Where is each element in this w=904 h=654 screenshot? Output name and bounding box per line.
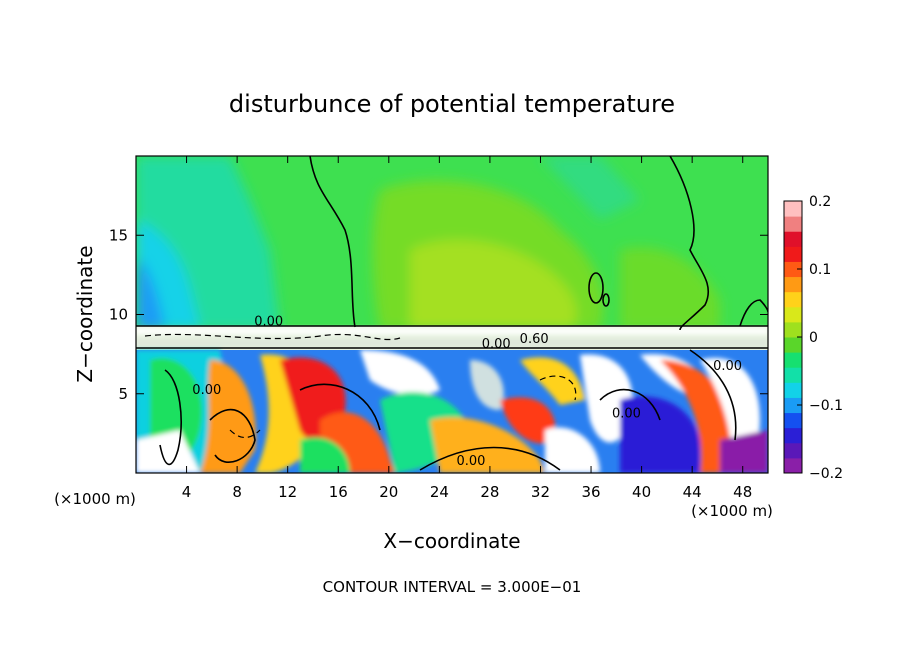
- y-tick-label: 15: [109, 226, 128, 244]
- x-tick-label: 48: [733, 483, 752, 501]
- colorbar-swatch: [784, 352, 802, 368]
- colorbar-tick-label: 0.2: [809, 194, 831, 210]
- contour-interval-note: CONTOUR INTERVAL = 3.000E−01: [323, 578, 582, 596]
- x-axis: 4 8 12 16 20 24 28 32 36 40 44 48: [182, 156, 752, 501]
- colorbar-tick-label: −0.1: [809, 398, 843, 414]
- x-tick-label: 36: [581, 483, 600, 501]
- x-axis-label: X−coordinate: [383, 529, 520, 553]
- x-unit-label-right: (×1000 m): [691, 502, 773, 520]
- contour-label: 0.00: [612, 407, 641, 422]
- contour-label: 0.00: [482, 337, 511, 352]
- contour-lines: [136, 156, 768, 471]
- colorbar-ticks: 0.2 0.1 0 −0.1 −0.2: [797, 194, 843, 482]
- contour-oval-1: [588, 272, 604, 304]
- colorbar-swatch: [784, 261, 802, 278]
- colorbar-swatch: [784, 276, 802, 293]
- y-tick-label: 10: [109, 306, 128, 324]
- x-tick-label: 28: [480, 483, 499, 501]
- y-axis-label: Z−coordinate: [73, 245, 97, 382]
- x-unit-label-left: (×1000 m): [54, 490, 136, 508]
- colorbar-swatch: [784, 231, 802, 247]
- contour-labels: 0.00 0.00 0.60 0.00 0.00 0.00 0.00: [192, 315, 742, 469]
- contour-lines-dashed: [144, 333, 577, 439]
- contour-lower-2: [209, 408, 256, 464]
- contour-oval-2: [602, 293, 610, 307]
- colorbar-swatch: [784, 442, 802, 459]
- colorbar: [784, 201, 802, 474]
- colorbar-swatch: [784, 367, 802, 383]
- contour-lower-1: [159, 369, 182, 466]
- colorbar-swatch: [784, 397, 802, 414]
- x-tick-label: 44: [683, 483, 702, 501]
- x-tick-label: 4: [182, 483, 192, 501]
- x-tick-label: 40: [632, 483, 651, 501]
- colorbar-swatch: [784, 291, 802, 308]
- colorbar-swatch: [784, 337, 802, 353]
- colorbar-swatch: [784, 382, 802, 398]
- contour-label: 0.00: [192, 383, 221, 398]
- contour-label: 0.60: [520, 332, 549, 347]
- colorbar-swatch: [784, 306, 802, 323]
- x-tick-label: 12: [278, 483, 297, 501]
- contour-upper-right: [669, 156, 710, 331]
- x-tick-label: 16: [329, 483, 348, 501]
- contour-label: 0.00: [713, 359, 742, 374]
- contour-lower-4: [419, 446, 561, 471]
- colorbar-swatch: [784, 246, 802, 262]
- plot-area: 0.00 0.00 0.60 0.00 0.00 0.00 0.00: [136, 156, 768, 473]
- chart-title: disturbunce of potential temperature: [229, 90, 675, 118]
- colorbar-swatch: [784, 216, 802, 232]
- y-axis: 5 10 15: [109, 226, 768, 403]
- contour-label: 0.00: [254, 315, 283, 330]
- colorbar-swatch: [784, 457, 802, 474]
- lower-shading: [136, 350, 768, 473]
- interface-band-shading: [136, 328, 768, 348]
- upper-shading: [136, 156, 720, 330]
- contour-upper-left: [309, 156, 356, 328]
- colorbar-swatch: [784, 412, 802, 429]
- x-tick-label: 24: [430, 483, 449, 501]
- colorbar-swatch: [784, 427, 802, 444]
- contour-right-edge: [739, 299, 768, 327]
- x-tick-label: 32: [531, 483, 550, 501]
- colorbar-tick-label: −0.2: [809, 466, 843, 482]
- contour-lower-6: [689, 349, 737, 441]
- y-tick-label: 5: [118, 385, 128, 403]
- colorbar-tick-label: 0: [809, 330, 818, 346]
- x-tick-label: 8: [232, 483, 242, 501]
- colorbar-swatch: [784, 201, 802, 217]
- contour-label: 0.00: [456, 454, 485, 469]
- x-tick-label: 20: [379, 483, 398, 501]
- contour-lower-5: [599, 388, 661, 421]
- contour-lower-3: [299, 383, 381, 431]
- colorbar-tick-label: 0.1: [809, 262, 831, 278]
- colorbar-swatch: [784, 321, 802, 338]
